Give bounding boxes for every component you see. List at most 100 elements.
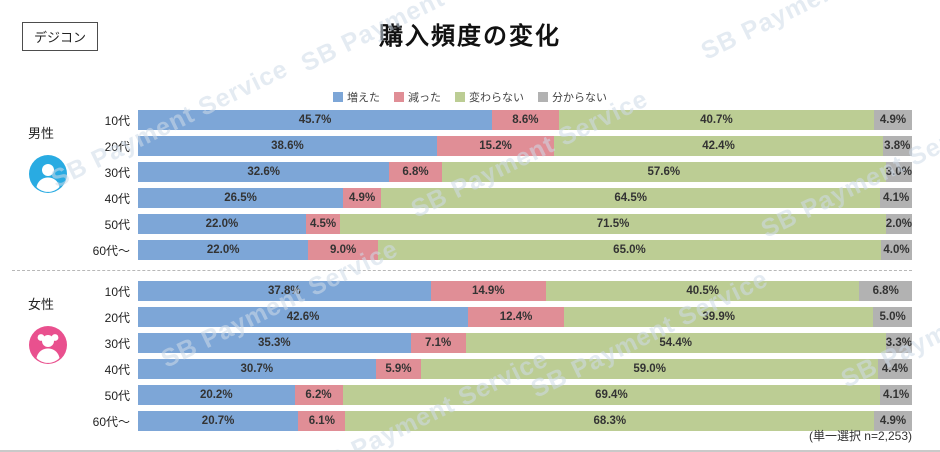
stacked-bar: 26.5% 4.9% 64.5% 4.1% — [138, 188, 912, 208]
legend-label: 減った — [408, 92, 441, 104]
segment-value: 54.4% — [659, 337, 692, 349]
stacked-bar: 22.0% 9.0% 65.0% 4.0% — [138, 240, 912, 260]
bar-segment: 4.0% — [881, 240, 912, 260]
chart-row: 10代 45.7% 8.6% 40.7% 4.9% — [84, 107, 912, 133]
segment-value: 38.6% — [271, 140, 304, 152]
segment-value: 40.7% — [700, 114, 733, 126]
legend-item: 増えた — [333, 89, 380, 105]
bar-segment: 65.0% — [377, 240, 882, 260]
age-label: 10代 — [104, 284, 130, 299]
segment-value: 3.8% — [884, 140, 911, 152]
chart-row: 40代 30.7% 5.9% 59.0% 4.4% — [84, 356, 913, 382]
bar-segment: 3.0% — [885, 162, 912, 182]
bar-segment: 42.4% — [554, 136, 883, 156]
bar-segment: 22.0% — [138, 240, 309, 260]
bar-segment: 7.1% — [410, 333, 466, 353]
legend-swatch — [455, 92, 465, 102]
bar-segment: 54.4% — [465, 333, 886, 353]
chart-row: 40代 26.5% 4.9% 64.5% 4.1% — [84, 185, 912, 211]
legend: 増えた 減った 変わらない 分からない — [0, 89, 940, 105]
age-label: 40代 — [104, 191, 130, 206]
segment-value: 37.8% — [267, 285, 301, 297]
group-name: 男性 — [28, 126, 55, 141]
group-label-block: 男性 — [12, 107, 84, 263]
age-label: 30代 — [104, 165, 130, 180]
segment-value: 6.2% — [305, 389, 332, 401]
legend-label: 分からない — [552, 92, 607, 104]
segment-value: 22.0% — [205, 218, 239, 230]
bar-segment: 26.5% — [138, 188, 344, 208]
segment-value: 15.2% — [479, 140, 512, 152]
bar-segment: 15.2% — [436, 136, 555, 156]
bar-segment: 6.8% — [389, 162, 442, 182]
bar-segment: 4.5% — [305, 214, 341, 234]
age-label: 60代～ — [92, 243, 130, 258]
bar-segment: 45.7% — [138, 110, 493, 130]
bar-segment: 3.8% — [882, 136, 912, 156]
segment-value: 20.7% — [201, 415, 235, 427]
group-male: 男性 10代 45.7% 8.6% 40.7% 4.9% 20代 38.6% 15.2% 42.4… — [12, 107, 913, 263]
bar-segment: 4.1% — [880, 188, 912, 208]
bar-segment: 5.0% — [873, 307, 912, 327]
chart-row: 60代～ 22.0% 9.0% 65.0% 4.0% — [84, 237, 912, 263]
segment-value: 4.4% — [881, 363, 909, 375]
bar-segment: 69.4% — [342, 385, 881, 405]
segment-value: 4.9% — [348, 192, 376, 204]
segment-value: 8.6% — [512, 114, 539, 126]
legend-item: 分からない — [538, 89, 607, 105]
bar-segment: 22.0% — [138, 214, 306, 234]
segment-value: 3.0% — [885, 166, 912, 178]
bar-segment: 57.6% — [441, 162, 886, 182]
bar-segment: 40.5% — [545, 281, 860, 301]
segment-value: 5.9% — [385, 363, 412, 375]
bar-segment: 6.1% — [298, 411, 346, 431]
bar-segment: 59.0% — [421, 359, 878, 379]
group-rows: 10代 37.8% 14.9% 40.5% 6.8% 20代 42.6% 12.4% 39.9%… — [84, 278, 913, 434]
segment-value: 3.3% — [885, 337, 912, 349]
segment-value: 4.0% — [883, 244, 910, 256]
bar-segment: 9.0% — [308, 240, 378, 260]
bar-segment: 38.6% — [138, 136, 437, 156]
stacked-bar: 20.2% 6.2% 69.4% 4.1% — [138, 385, 912, 405]
stacked-bar: 38.6% 15.2% 42.4% 3.8% — [138, 136, 912, 156]
age-label: 50代 — [104, 388, 130, 403]
sample-note: (単一選択 n=2,253) — [808, 429, 912, 443]
stacked-bar: 45.7% 8.6% 40.7% 4.9% — [138, 110, 912, 130]
bar-segment: 68.3% — [345, 411, 875, 431]
group-name: 女性 — [28, 297, 55, 312]
segment-value: 30.7% — [240, 363, 274, 375]
legend-label: 変わらない — [469, 92, 524, 104]
segment-value: 4.9% — [879, 415, 907, 427]
age-label: 40代 — [104, 362, 130, 377]
bar-segment: 8.6% — [492, 110, 559, 130]
stacked-bar: 37.8% 14.9% 40.5% 6.8% — [138, 281, 912, 301]
segment-value: 68.3% — [593, 415, 627, 427]
segment-value: 35.3% — [258, 337, 291, 349]
age-label: 30代 — [104, 336, 130, 351]
segment-value: 12.4% — [499, 311, 533, 323]
bar-segment: 40.7% — [558, 110, 875, 130]
bar-segment: 4.9% — [874, 411, 912, 431]
group-label-block: 女性 — [12, 278, 84, 434]
male-avatar-icon — [28, 154, 68, 194]
bar-segment: 71.5% — [340, 214, 886, 234]
segment-value: 40.5% — [686, 285, 719, 297]
chart-row: 50代 20.2% 6.2% 69.4% 4.1% — [84, 382, 912, 408]
segment-value: 45.7% — [298, 114, 332, 126]
segment-value: 64.5% — [614, 192, 647, 204]
age-label: 10代 — [104, 113, 130, 128]
segment-value: 6.8% — [402, 166, 429, 178]
segment-value: 4.1% — [883, 192, 910, 204]
segment-value: 6.8% — [872, 285, 899, 297]
chart-row: 30代 32.6% 6.8% 57.6% 3.0% — [84, 159, 912, 185]
legend-item: 変わらない — [455, 89, 524, 105]
segment-value: 32.6% — [247, 166, 280, 178]
segment-value: 9.0% — [330, 244, 357, 256]
bar-segment: 39.9% — [564, 307, 874, 327]
segment-value: 4.5% — [309, 218, 337, 230]
bar-segment: 35.3% — [138, 333, 411, 353]
legend-swatch — [394, 92, 404, 102]
bar-segment: 64.5% — [381, 188, 881, 208]
segment-value: 4.1% — [882, 389, 910, 401]
category-tag: デジコン — [22, 22, 99, 51]
